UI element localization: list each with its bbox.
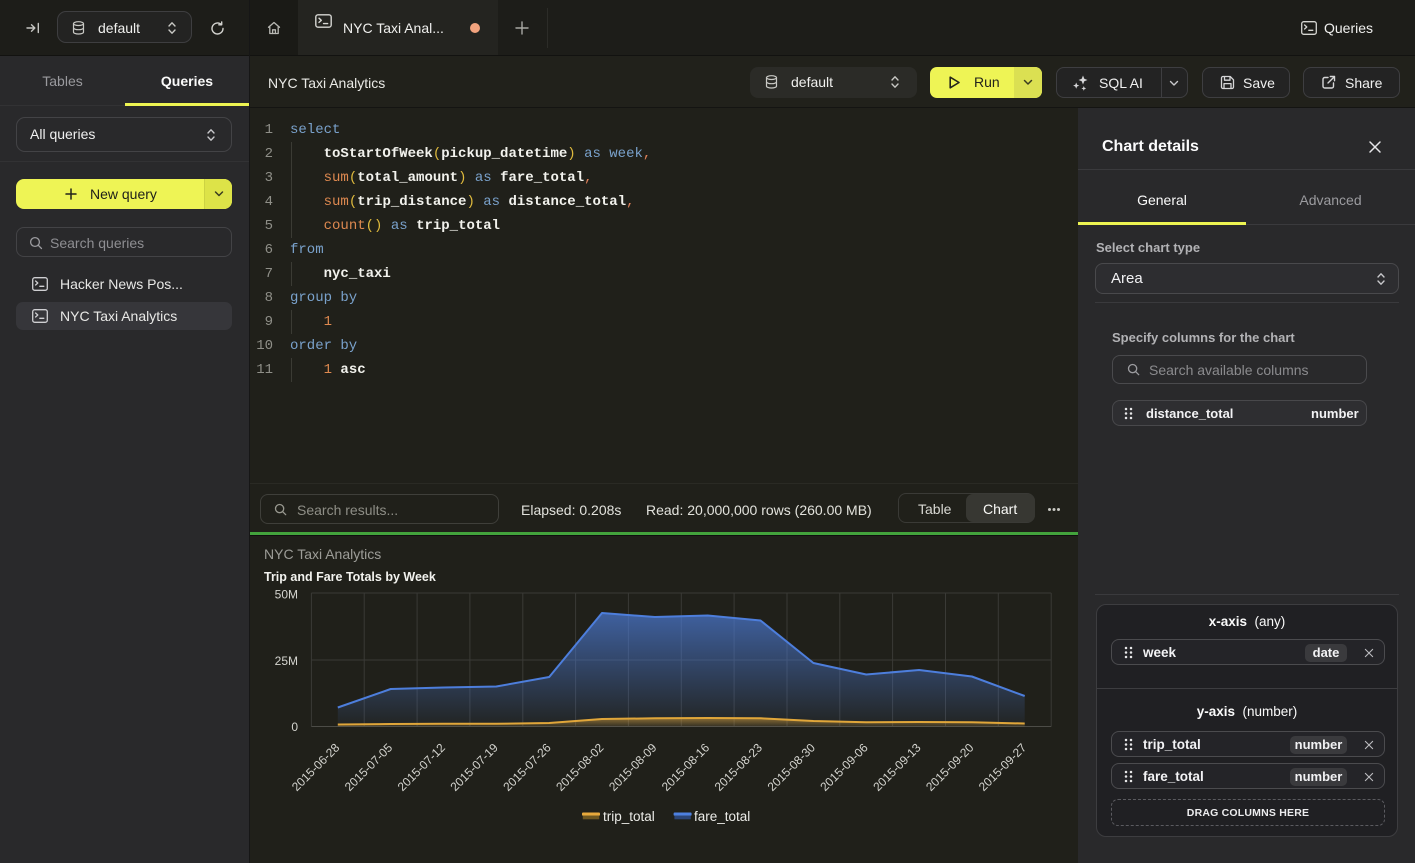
svg-text:2015-06-28: 2015-06-28 bbox=[289, 740, 343, 794]
svg-text:2015-09-13: 2015-09-13 bbox=[870, 740, 924, 794]
svg-text:0: 0 bbox=[291, 720, 298, 734]
svg-text:2015-08-09: 2015-08-09 bbox=[606, 740, 660, 794]
svg-text:2015-07-19: 2015-07-19 bbox=[448, 740, 502, 794]
svg-text:NYC Taxi Analytics: NYC Taxi Analytics bbox=[264, 546, 381, 562]
svg-text:2015-07-05: 2015-07-05 bbox=[342, 740, 396, 794]
svg-text:2015-08-30: 2015-08-30 bbox=[765, 740, 819, 794]
svg-text:2015-08-02: 2015-08-02 bbox=[553, 740, 607, 794]
svg-text:2015-09-20: 2015-09-20 bbox=[923, 740, 977, 794]
svg-text:trip_total: trip_total bbox=[603, 809, 655, 824]
svg-text:2015-08-23: 2015-08-23 bbox=[712, 740, 766, 794]
svg-text:Trip and Fare Totals by Week: Trip and Fare Totals by Week bbox=[264, 570, 436, 584]
svg-text:2015-07-26: 2015-07-26 bbox=[500, 740, 554, 794]
svg-text:2015-08-16: 2015-08-16 bbox=[659, 740, 713, 794]
svg-text:2015-07-12: 2015-07-12 bbox=[395, 740, 449, 794]
svg-text:2015-09-27: 2015-09-27 bbox=[976, 740, 1030, 794]
svg-text:25M: 25M bbox=[275, 654, 298, 668]
svg-text:50M: 50M bbox=[275, 588, 298, 602]
svg-text:2015-09-06: 2015-09-06 bbox=[817, 740, 871, 794]
svg-text:fare_total: fare_total bbox=[694, 809, 750, 824]
